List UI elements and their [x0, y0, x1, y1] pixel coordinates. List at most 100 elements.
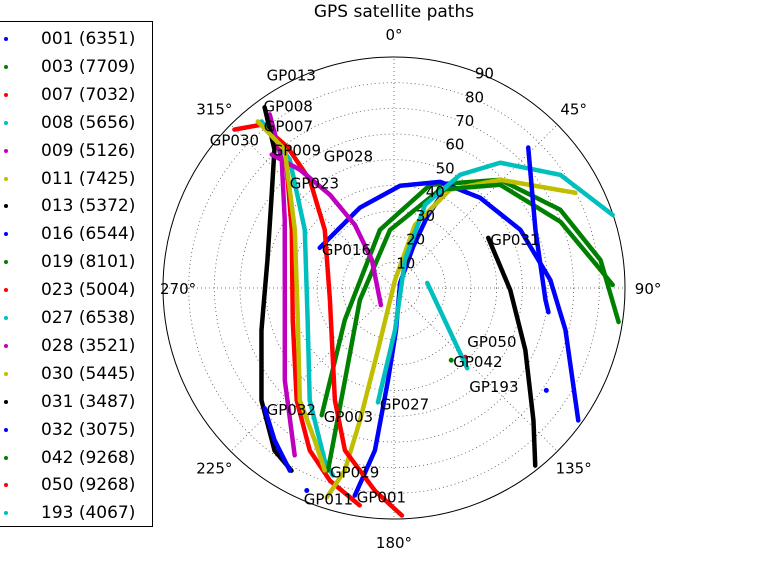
grid-spoke [230, 124, 395, 289]
legend-label: 031 (3487) [41, 391, 136, 412]
legend-label: 003 (7709) [41, 56, 136, 77]
angle-tick-label: 315° [196, 100, 232, 118]
satellite-point-GP032 [304, 487, 310, 493]
legend-entry: 011 (7425) [0, 165, 149, 193]
legend-label: 032 (3075) [41, 419, 136, 440]
satellite-label: GP001 [357, 489, 406, 507]
satellite-label: GP016 [322, 241, 371, 259]
legend-entry: 042 (9268) [0, 444, 149, 472]
legend-marker [4, 483, 8, 488]
satellite-path-GP032 [525, 145, 551, 315]
legend-entry: 008 (5656) [0, 109, 149, 137]
legend-label: 027 (6538) [41, 308, 136, 328]
legend-label: 030 (5445) [41, 363, 136, 384]
satellite-path-GP003 [319, 177, 621, 418]
legend-entry: 027 (6538) [0, 304, 149, 332]
legend-marker [4, 288, 8, 293]
legend: 001 (6351) 003 (7709) 007 (7032) 008 (5656)… [0, 21, 153, 527]
angle-tick-label: 90° [635, 280, 662, 298]
legend-marker [4, 64, 8, 69]
legend-marker [4, 371, 8, 376]
satellite-path-GP030 [255, 119, 327, 473]
satellite-label: GP013 [267, 66, 316, 84]
legend-entry: 001 (6351) [0, 25, 149, 53]
legend-entry: 030 (5445) [0, 360, 149, 388]
grid-spoke [230, 287, 395, 452]
legend-marker [4, 316, 8, 320]
grid-circle [290, 184, 498, 392]
legend-marker [4, 148, 8, 153]
radial-tick-label: 50 [436, 159, 455, 177]
satellite-label: GP032 [267, 401, 316, 419]
legend-entry: 007 (7032) [0, 81, 149, 109]
legend-marker [4, 343, 8, 348]
satellite-label: GP050 [467, 333, 516, 351]
angle-tick-label: 180° [376, 534, 412, 552]
legend-marker [4, 92, 8, 97]
satellite-label: GP011 [304, 490, 353, 508]
legend-marker [4, 455, 8, 460]
satellite-label: GP030 [210, 132, 259, 150]
angle-tick-label: 0° [385, 26, 402, 44]
grid-circle [367, 261, 421, 315]
outer-circle [162, 56, 626, 520]
radial-tick-label: 40 [426, 183, 445, 201]
legend-label: 028 (3521) [41, 335, 136, 356]
radial-tick-label: 70 [455, 112, 474, 130]
chart-title: GPS satellite paths [313, 2, 475, 22]
legend-label: 193 (4067) [41, 503, 136, 524]
legend-label: 023 (5004) [41, 280, 136, 301]
legend-entry: 003 (7709) [0, 53, 149, 81]
legend-entry: 028 (3521) [0, 332, 149, 360]
angle-tick-label: 225° [196, 460, 232, 478]
radial-tick-label: 10 [396, 254, 415, 272]
angle-tick-label: 135° [556, 460, 592, 478]
legend-label: 008 (5656) [41, 112, 136, 133]
satellite-label: GP019 [330, 463, 379, 481]
legend-marker [4, 37, 8, 41]
satellite-label: GP003 [324, 408, 373, 426]
satellite-label: GP193 [469, 378, 518, 396]
satellite-path-GP008 [259, 119, 336, 478]
satellite-path-GP001 [352, 184, 450, 498]
legend-label: 016 (6544) [41, 224, 136, 245]
satellite-path-GP019 [325, 182, 615, 473]
legend-entry: 009 (5126) [0, 137, 149, 165]
satellite-path-GP031 [486, 235, 538, 468]
legend-marker [4, 204, 8, 209]
legend-entry: 031 (3487) [0, 388, 149, 416]
grid-circle [188, 82, 600, 494]
radial-tick-label: 80 [465, 88, 484, 106]
satellite-point-GP042 [448, 357, 454, 363]
legend-marker [4, 399, 8, 404]
legend-marker [4, 511, 8, 516]
radial-tick-label: 90 [475, 65, 494, 83]
legend-marker [4, 120, 8, 125]
grid-circle [213, 107, 575, 469]
satellite-path-GP016 [317, 179, 581, 423]
legend-label: 011 (7425) [41, 168, 136, 189]
legend-entry: 032 (3075) [0, 416, 149, 444]
satellite-path-GP032 [262, 405, 293, 473]
satellite-label: GP028 [324, 148, 373, 166]
legend-label: 050 (9268) [41, 475, 136, 496]
satellite-label: GP008 [264, 97, 313, 115]
satellite-label: GP023 [290, 175, 339, 193]
legend-entry: 193 (4067) [0, 499, 149, 527]
legend-marker [4, 427, 8, 432]
legend-label: 001 (6351) [41, 29, 136, 49]
legend-entry: 023 (5004) [0, 276, 149, 304]
angle-tick-label: 45° [560, 100, 587, 118]
legend-marker [4, 260, 8, 265]
legend-label: 042 (9268) [41, 447, 136, 468]
satellite-path-GP193 [424, 280, 470, 371]
angle-tick-label: 270° [160, 280, 196, 298]
legend-marker [4, 232, 8, 237]
satellite-point-GP032 [543, 387, 549, 393]
legend-marker [4, 176, 8, 181]
radial-tick-label: 20 [406, 231, 425, 249]
satellite-path-GP027 [375, 160, 615, 405]
legend-entry: 019 (8101) [0, 248, 149, 276]
legend-entry: 016 (6544) [0, 220, 149, 248]
